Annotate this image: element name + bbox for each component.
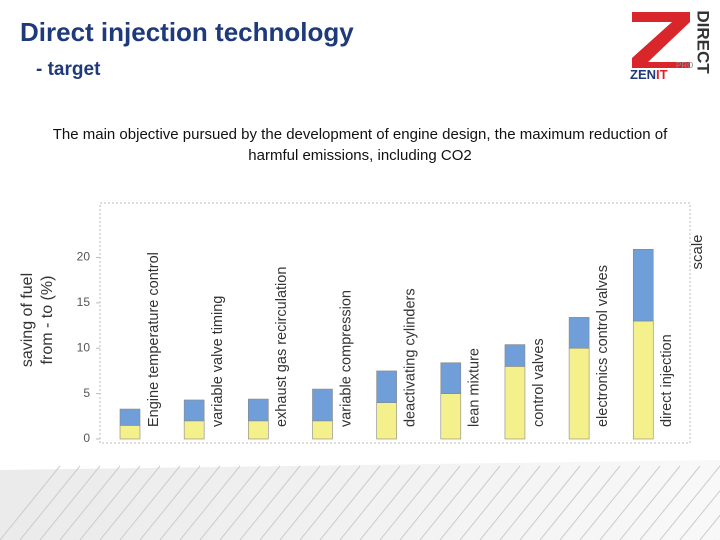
decor-line <box>119 465 181 540</box>
logo-word: DIRECT <box>694 10 713 74</box>
bar-segment <box>568 317 590 349</box>
y2-axis-label: scale <box>689 234 706 269</box>
decor-line <box>559 465 621 540</box>
decor-line <box>499 465 561 540</box>
decor-line <box>59 465 121 540</box>
bar-segment <box>376 370 397 403</box>
bar-segment <box>312 388 333 422</box>
bar-segment <box>440 393 462 440</box>
decor-line <box>399 465 461 540</box>
decor-line <box>39 465 101 540</box>
category-label: control valves <box>531 338 547 427</box>
y-axis-label: from - to (%) <box>39 276 56 365</box>
bar-segment <box>119 425 141 440</box>
category-label: electronics control valves <box>595 265 611 427</box>
y-tick-label: 20 <box>77 250 91 264</box>
decor-line <box>299 465 361 540</box>
decor-line <box>359 465 421 540</box>
logo-brand-accent: IT <box>656 67 668 82</box>
logo-brand: ZENIT <box>630 67 668 82</box>
bar-segment <box>119 408 141 426</box>
category-label: variable compression <box>338 290 354 427</box>
decor-line <box>259 465 321 540</box>
logo-brand-main: ZEN <box>630 67 656 82</box>
bar-segment <box>248 398 269 422</box>
y-tick-label: 15 <box>77 295 91 309</box>
y-axis-label: saving of fuel <box>19 273 36 367</box>
decor-line <box>539 465 601 540</box>
slide-subtitle: - target <box>36 59 101 80</box>
decor-line <box>639 465 701 540</box>
decor-line <box>599 465 661 540</box>
bar-segment <box>632 320 654 440</box>
decor-line <box>659 465 720 540</box>
description: The main objective pursued by the develo… <box>52 126 668 164</box>
bar-segment <box>440 362 462 394</box>
bar-segment <box>504 366 526 440</box>
decor-line <box>159 465 221 540</box>
category-label: lean mixture <box>467 348 483 427</box>
bar-segment <box>248 420 269 440</box>
slide-title: Direct injection technology <box>20 17 354 47</box>
decor-line <box>139 465 201 540</box>
decor-line <box>699 514 720 540</box>
decor-line <box>239 465 301 540</box>
category-label: Engine temperature control <box>146 252 162 427</box>
bar-segment <box>632 248 654 322</box>
description-box: The main objective pursued by the develo… <box>52 126 668 164</box>
decor-line <box>479 465 541 540</box>
category-label: exhaust gas recirculation <box>274 267 290 427</box>
y-tick-label: 10 <box>77 340 91 354</box>
decor-line <box>0 465 61 540</box>
decor-line <box>579 465 641 540</box>
decor-line <box>339 465 401 540</box>
decor-lines <box>0 465 720 540</box>
bar-segment <box>376 402 397 440</box>
decor-line <box>519 465 581 540</box>
decor-line <box>419 465 481 540</box>
decor <box>0 460 720 540</box>
decor-line <box>279 465 341 540</box>
bar-segment <box>568 347 590 440</box>
decor-line <box>179 465 241 540</box>
decor-line <box>679 489 720 540</box>
decor-line <box>199 465 261 540</box>
decor-line <box>319 465 381 540</box>
logo-tag: PRO <box>676 61 693 70</box>
decor-line <box>379 465 441 540</box>
category-label: deactivating cylinders <box>402 288 418 427</box>
y-tick-label: 0 <box>83 431 90 445</box>
decor-line <box>219 465 281 540</box>
decor-line <box>619 465 681 540</box>
decor-line <box>79 465 141 540</box>
bar-segment <box>183 399 205 422</box>
plot-frame <box>99 202 691 444</box>
bar-segment <box>183 420 205 440</box>
y-tick-label: 5 <box>83 386 90 400</box>
category-label: direct injection <box>659 334 675 427</box>
category-label: variable valve timing <box>210 296 226 427</box>
decor-line <box>439 465 501 540</box>
decor-line <box>459 465 521 540</box>
bar-segment <box>312 420 333 440</box>
decor-line <box>19 465 81 540</box>
decor-line <box>99 465 161 540</box>
logo-z <box>632 12 690 68</box>
bar-segment <box>504 344 526 367</box>
